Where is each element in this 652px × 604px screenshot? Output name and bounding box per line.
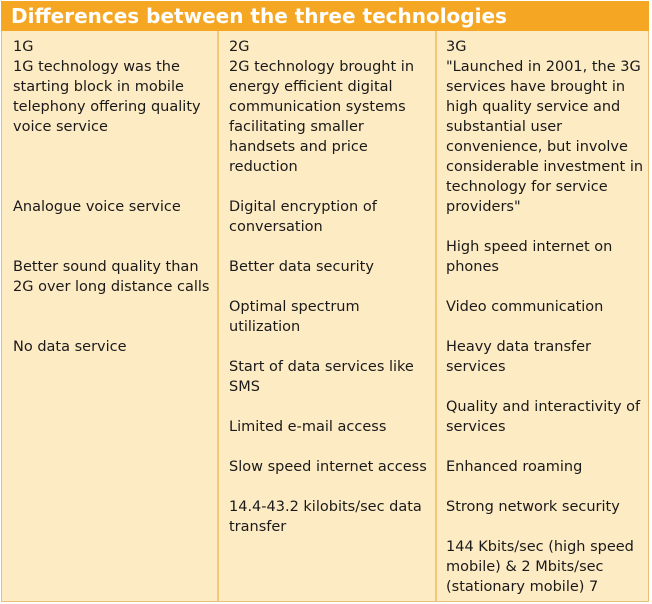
column-2g: 2G 2G technology brought in energy effic… — [219, 31, 435, 601]
table-cell: Quality and interactivity of services — [446, 399, 641, 435]
table-title: Differences between the three technologi… — [1, 1, 649, 31]
table-cell: 1G technology was the starting block in … — [13, 59, 201, 135]
column-header: 1G — [13, 39, 34, 55]
table-cell: Slow speed internet access — [229, 459, 427, 475]
table-cell: High speed internet on phones — [446, 239, 613, 275]
table-cell: Enhanced roaming — [446, 459, 583, 475]
column-header: 2G — [229, 39, 250, 55]
column-header: 3G — [446, 39, 467, 55]
table-cell: "Launched in 2001, the 3G services have … — [446, 59, 644, 215]
table-cell: Analogue voice service — [13, 199, 181, 215]
table-cell: 2G technology brought in energy efficien… — [229, 59, 415, 175]
table-cell: No data service — [13, 339, 127, 355]
column-divider — [435, 31, 437, 601]
table-cell: Video communication — [446, 299, 604, 315]
column-3g: 3G "Launched in 2001, the 3G services ha… — [437, 31, 648, 601]
table-cell: Better data security — [229, 259, 374, 275]
table-cell: 144 Kbits/sec (high speed mobile) & 2 Mb… — [446, 539, 634, 595]
table-cell: 14.4-43.2 kilobits/sec data transfer — [229, 499, 422, 535]
table-cell: Digital encryption of conversation — [229, 199, 377, 235]
table-cell: Start of data services like SMS — [229, 359, 414, 395]
column-divider — [217, 31, 219, 601]
table-cell: Optimal spectrum utilization — [229, 299, 360, 335]
table-cell: Strong network security — [446, 499, 620, 515]
table-cell: Better sound quality than 2G over long d… — [13, 259, 210, 295]
table-cell: Heavy data transfer services — [446, 339, 592, 375]
column-1g: 1G 1G technology was the starting block … — [2, 31, 217, 601]
comparison-table: 1G 1G technology was the starting block … — [1, 31, 649, 602]
table-cell: Limited e-mail access — [229, 419, 387, 435]
